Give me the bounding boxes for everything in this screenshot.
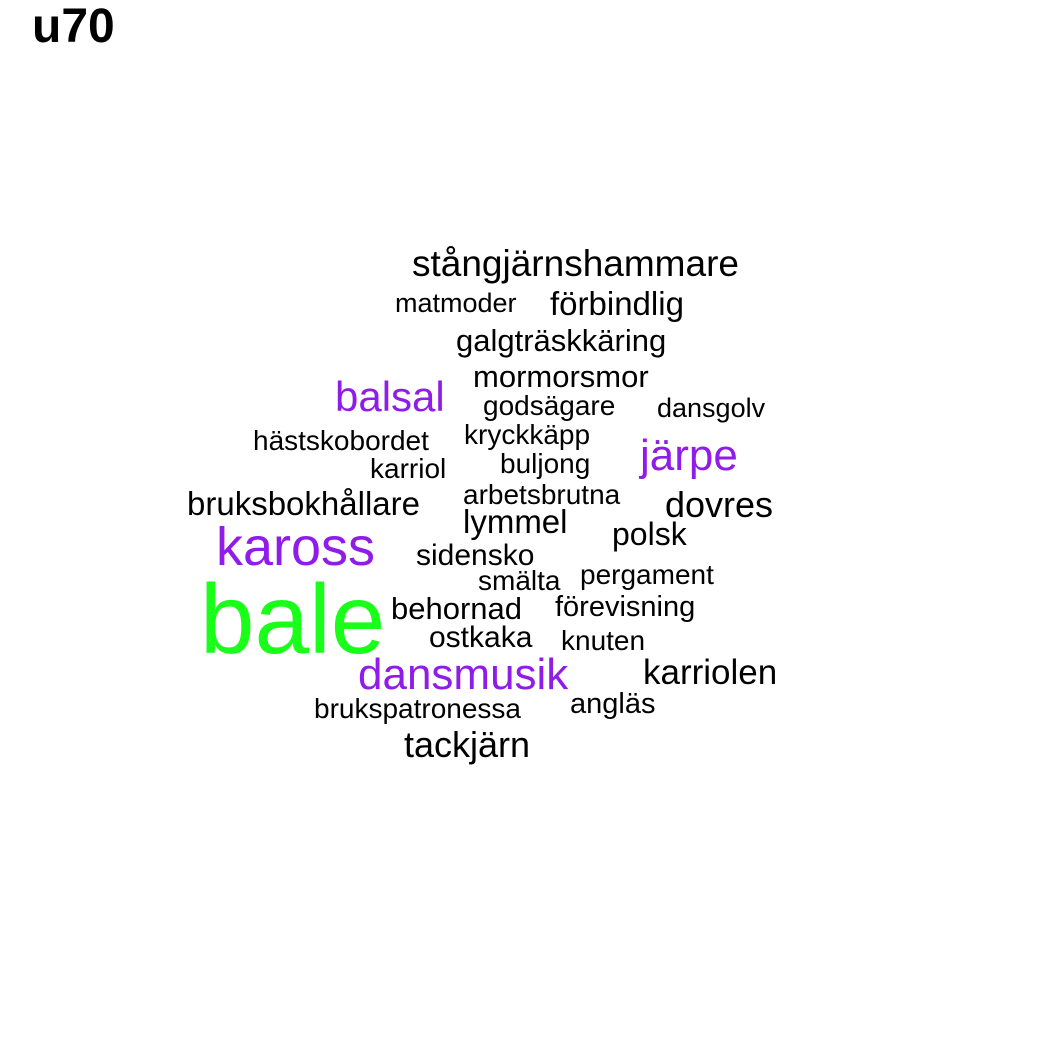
word-ostkaka: ostkaka [429,621,533,654]
word-bale: bale [200,564,386,674]
word-sidensko: sidensko [416,539,535,572]
word-stangjarnshammare: stångjärnshammare [412,243,739,284]
word-smalta: smälta [478,565,561,596]
word-pergament: pergament [580,559,714,590]
word-karriol: karriol [370,453,447,484]
word-tackjarn: tackjärn [404,724,531,765]
word-behornad: behornad [391,591,523,626]
word-hastskobordet: hästskobordet [253,425,429,456]
word-lymmel: lymmel [463,503,568,540]
word-jarpe: järpe [640,431,738,480]
word-karriolen: karriolen [643,653,778,692]
word-godsagare: godsägare [483,390,616,421]
word-balsal: balsal [335,373,445,420]
word-mormorsmor: mormorsmor [473,359,649,394]
word-brukspatronessa: brukspatronessa [314,693,522,724]
word-arbetsbrutna: arbetsbrutna [463,479,621,510]
word-bruksbokhallare: bruksbokhållare [187,485,420,522]
word-matmoder: matmoder [395,288,517,318]
word-buljong: buljong [500,448,591,479]
word-dansgolv: dansgolv [657,393,766,423]
word-polsk: polsk [612,516,687,552]
word-dovres: dovres [665,484,774,525]
word-knuten: knuten [561,625,646,656]
word-forbindlig: förbindlig [550,285,684,322]
page-title: u70 [32,0,115,53]
word-kaross: kaross [216,517,376,577]
word-galgtraskkaring: galgträskkäring [456,323,667,358]
word-kryckkapp: kryckkäpp [464,419,591,450]
word-forevisning: förevisning [555,591,696,623]
word-dansmusik: dansmusik [358,650,569,699]
word-anglas: angläs [570,688,656,720]
